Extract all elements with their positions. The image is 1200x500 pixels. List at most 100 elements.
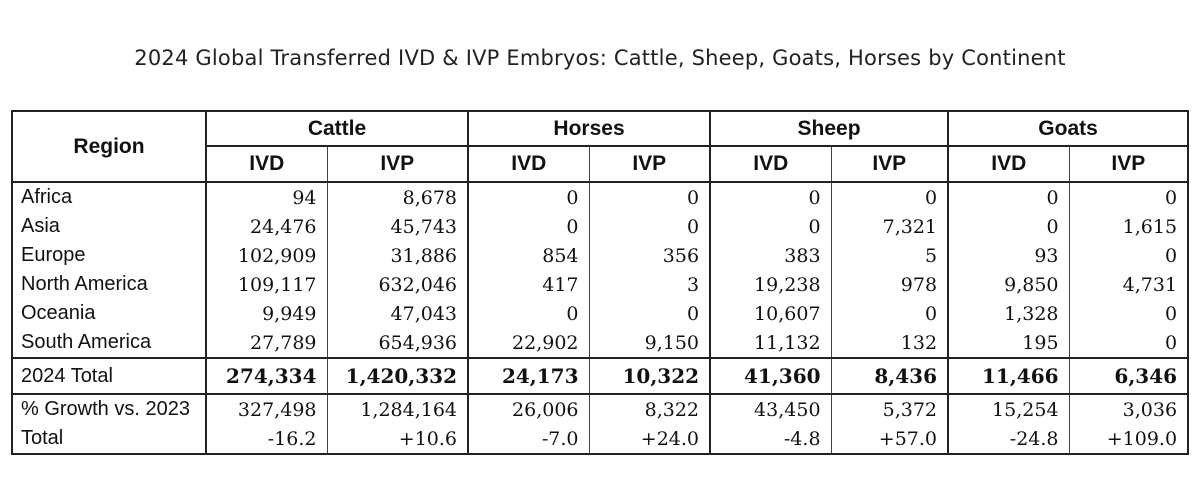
sub-header: IVD (947, 146, 1070, 183)
table-cell: 27,789 (205, 328, 327, 358)
table-cell: 0 (947, 212, 1070, 241)
total-row: 2024 Total 274,334 1,420,332 24,173 10,322 41… (11, 357, 1190, 395)
row-label: Africa (11, 182, 206, 212)
table-cell: 0 (467, 182, 590, 212)
table-cell: -16.2 (205, 424, 327, 455)
table-cell: 1,615 (1068, 212, 1190, 241)
row-label: Europe (11, 241, 206, 270)
table-cell: 41,360 (709, 357, 832, 395)
row-label: North America (11, 270, 206, 299)
table-cell: 0 (830, 299, 949, 328)
sub-header: IVP (326, 146, 469, 183)
table-cell: 0 (1068, 182, 1190, 212)
table-cell: 0 (709, 182, 832, 212)
table-cell: 93 (947, 241, 1070, 270)
table-cell: 31,886 (326, 241, 469, 270)
row-label: Oceania (11, 299, 206, 328)
table-cell: 26,006 (467, 394, 590, 424)
table-cell: -24.8 (947, 424, 1070, 455)
sub-header: IVP (830, 146, 949, 183)
table-cell: 978 (830, 270, 949, 299)
table-cell: 383 (709, 241, 832, 270)
table-cell: -4.8 (709, 424, 832, 455)
table-cell: 0 (1068, 328, 1190, 358)
table-cell: 0 (588, 182, 711, 212)
group-header-cattle: Cattle (204, 110, 469, 147)
table-cell: 3,036 (1068, 394, 1190, 424)
table-cell: 47,043 (326, 299, 469, 328)
sub-header: IVP (1068, 146, 1190, 183)
group-header-horses: Horses (467, 110, 711, 147)
sub-header: IVP (588, 146, 711, 183)
table-cell: +57.0 (830, 424, 949, 455)
embryo-table: Region Cattle Horses Sheep Goats IVD IVP… (11, 110, 1190, 455)
table-cell: 0 (1068, 241, 1190, 270)
table-cell: 0 (830, 182, 949, 212)
table-cell: 109,117 (205, 270, 327, 299)
table-cell: 8,322 (588, 394, 711, 424)
table-cell: 19,238 (709, 270, 832, 299)
table-cell: 24,173 (467, 357, 590, 395)
table-cell: 10,322 (588, 357, 711, 395)
table-cell: 356 (588, 241, 711, 270)
table-cell: +109.0 (1068, 424, 1190, 455)
table-cell: 327,498 (205, 394, 327, 424)
table-cell: -7.0 (467, 424, 590, 455)
row-label: Total (11, 424, 206, 455)
table-cell: 94 (205, 182, 327, 212)
row-label: South America (11, 328, 206, 358)
table-cell: 854 (467, 241, 590, 270)
row-label: % Growth vs. 2023 (11, 394, 206, 424)
table-cell: 4,731 (1068, 270, 1190, 299)
group-header-sheep: Sheep (709, 110, 949, 147)
growth-row: % Growth vs. 2023 327,498 1,284,164 26,006 8… (11, 394, 1190, 424)
table-cell: 9,150 (588, 328, 711, 358)
table-cell: 9,850 (947, 270, 1070, 299)
group-header-goats: Goats (947, 110, 1190, 147)
table-cell: 22,902 (467, 328, 590, 358)
table-cell: 1,420,332 (326, 357, 469, 395)
table-cell: 0 (467, 212, 590, 241)
table-cell: 0 (947, 182, 1070, 212)
table-cell: 195 (947, 328, 1070, 358)
growth-total-row: Total -16.2 +10.6 -7.0 +24.0 -4.8 +57.0 -24.8 +1… (11, 424, 1190, 455)
table-cell: 0 (1068, 299, 1190, 328)
table-cell: 3 (588, 270, 711, 299)
table-cell: 11,466 (947, 357, 1070, 395)
table-row: Oceania 9,949 47,043 0 0 10,607 0 1,328 0 (11, 299, 1190, 328)
sub-header: IVD (467, 146, 590, 183)
table-cell: 15,254 (947, 394, 1070, 424)
table-cell: 45,743 (326, 212, 469, 241)
table-row: North America 109,117 632,046 417 3 19,238 978… (11, 270, 1190, 299)
table-cell: 5 (830, 241, 949, 270)
table-cell: 417 (467, 270, 590, 299)
table-cell: +10.6 (326, 424, 469, 455)
table-cell: 0 (588, 299, 711, 328)
table-cell: 8,436 (830, 357, 949, 395)
table-cell: 274,334 (205, 357, 327, 395)
table-cell: 1,328 (947, 299, 1070, 328)
table-cell: 24,476 (205, 212, 327, 241)
table-cell: 5,372 (830, 394, 949, 424)
table-cell: 7,321 (830, 212, 949, 241)
table-row: Africa 94 8,678 0 0 0 0 0 0 (11, 182, 1190, 212)
table-title: 2024 Global Transferred IVD & IVP Embryo… (134, 46, 1066, 70)
region-header: Region (11, 110, 206, 183)
table-cell: 10,607 (709, 299, 832, 328)
table-cell: 1,284,164 (326, 394, 469, 424)
table-cell: 43,450 (709, 394, 832, 424)
table-cell: 654,936 (326, 328, 469, 358)
table-cell: 9,949 (205, 299, 327, 328)
table-cell: 11,132 (709, 328, 832, 358)
table-row: Europe 102,909 31,886 854 356 383 5 93 0 (11, 241, 1190, 270)
table-cell: 0 (467, 299, 590, 328)
table-cell: 102,909 (205, 241, 327, 270)
table-cell: +24.0 (588, 424, 711, 455)
table-cell: 6,346 (1068, 357, 1190, 395)
table-cell: 0 (709, 212, 832, 241)
sub-header: IVD (205, 146, 327, 183)
table-cell: 8,678 (326, 182, 469, 212)
table-row: South America 27,789 654,936 22,902 9,150 11,… (11, 328, 1190, 358)
table-cell: 0 (588, 212, 711, 241)
row-label: 2024 Total (11, 357, 206, 395)
